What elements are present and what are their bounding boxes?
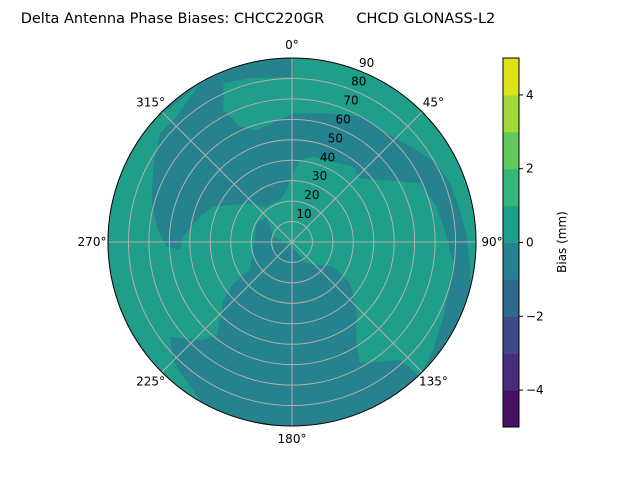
colorbar: −4 −2 0 2 4 xyxy=(502,57,544,428)
angular-tick-label: 45° xyxy=(423,96,444,110)
radial-tick-labels: 10 20 30 40 50 60 70 80 90 xyxy=(296,56,374,221)
radial-tick-label: 80 xyxy=(351,75,366,89)
colorbar-label: Bias (mm) xyxy=(555,211,569,273)
chart-title: Delta Antenna Phase Biases: CHCC220GR CH… xyxy=(21,11,496,27)
polar-frame xyxy=(107,57,477,427)
angular-tick-label: 0° xyxy=(285,38,299,52)
radial-tick-label: 40 xyxy=(320,150,335,164)
angular-tick-label: 225° xyxy=(136,374,165,388)
colorbar-band xyxy=(503,168,519,207)
angular-tick-label: 180° xyxy=(278,432,307,446)
colorbar-band xyxy=(503,390,519,428)
radial-tick-label: 60 xyxy=(336,113,351,127)
angular-gridline xyxy=(161,241,293,373)
angular-tick-label: 135° xyxy=(419,374,448,388)
colorbar-band xyxy=(503,242,519,280)
colorbar-band xyxy=(503,316,519,354)
angular-tick-label: 90° xyxy=(481,235,502,249)
radial-tick-label: 50 xyxy=(328,131,343,145)
colorbar-tick-label: 4 xyxy=(526,88,534,102)
angular-tick-label: 315° xyxy=(136,96,165,110)
polar-grid xyxy=(107,57,477,427)
contour-region-west-center xyxy=(108,83,454,414)
contour-region-east-rim xyxy=(466,236,476,290)
colorbar-tick-label: 0 xyxy=(526,236,534,250)
radial-tick-label: 30 xyxy=(312,169,327,183)
colorbar-band xyxy=(503,131,519,170)
angular-gridline xyxy=(161,111,293,243)
angular-tick-label: 270° xyxy=(78,235,107,249)
angular-gridline xyxy=(291,111,423,243)
angular-gridline xyxy=(291,241,423,373)
colorbar-tick-label: −4 xyxy=(526,383,544,397)
radial-tick-label: 20 xyxy=(304,188,319,202)
colorbar-band xyxy=(503,205,519,243)
radial-tick-label: 70 xyxy=(343,94,358,108)
colorbar-tick-label: −2 xyxy=(526,309,544,323)
colorbar-band xyxy=(503,58,519,96)
colorbar-tick-label: 2 xyxy=(526,162,534,176)
colorbar-band xyxy=(503,279,519,317)
colorbar-band xyxy=(503,353,519,391)
radial-tick-label: 90 xyxy=(359,56,374,70)
angular-tick-labels: 0° 45° 90° 135° 180° 225° 270° 315° xyxy=(78,38,503,446)
radial-tick-label: 10 xyxy=(296,207,311,221)
colorbar-band xyxy=(503,94,519,133)
